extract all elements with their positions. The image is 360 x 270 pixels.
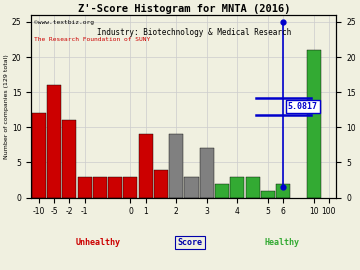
Bar bbox=[108, 177, 122, 198]
Bar bbox=[169, 134, 183, 198]
Bar bbox=[276, 184, 290, 198]
Bar bbox=[200, 148, 214, 198]
Bar bbox=[184, 177, 198, 198]
Text: 5.0817: 5.0817 bbox=[288, 102, 318, 111]
Bar bbox=[215, 184, 229, 198]
Bar bbox=[246, 177, 260, 198]
Bar bbox=[47, 85, 61, 198]
Bar bbox=[261, 191, 275, 198]
Bar bbox=[230, 177, 244, 198]
Bar bbox=[78, 177, 92, 198]
Bar bbox=[139, 134, 153, 198]
Bar bbox=[32, 113, 46, 198]
Title: Z'-Score Histogram for MNTA (2016): Z'-Score Histogram for MNTA (2016) bbox=[78, 4, 290, 14]
Text: Score: Score bbox=[177, 238, 202, 247]
Bar bbox=[123, 177, 138, 198]
Text: Industry: Biotechnology & Medical Research: Industry: Biotechnology & Medical Resear… bbox=[97, 28, 292, 37]
Bar bbox=[93, 177, 107, 198]
Bar bbox=[154, 170, 168, 198]
Bar bbox=[307, 50, 321, 198]
Text: ©www.textbiz.org: ©www.textbiz.org bbox=[34, 21, 94, 25]
Text: The Research Foundation of SUNY: The Research Foundation of SUNY bbox=[34, 37, 150, 42]
Text: Healthy: Healthy bbox=[264, 238, 299, 247]
Bar bbox=[62, 120, 76, 198]
Y-axis label: Number of companies (129 total): Number of companies (129 total) bbox=[4, 54, 9, 159]
Text: Unhealthy: Unhealthy bbox=[76, 238, 121, 247]
